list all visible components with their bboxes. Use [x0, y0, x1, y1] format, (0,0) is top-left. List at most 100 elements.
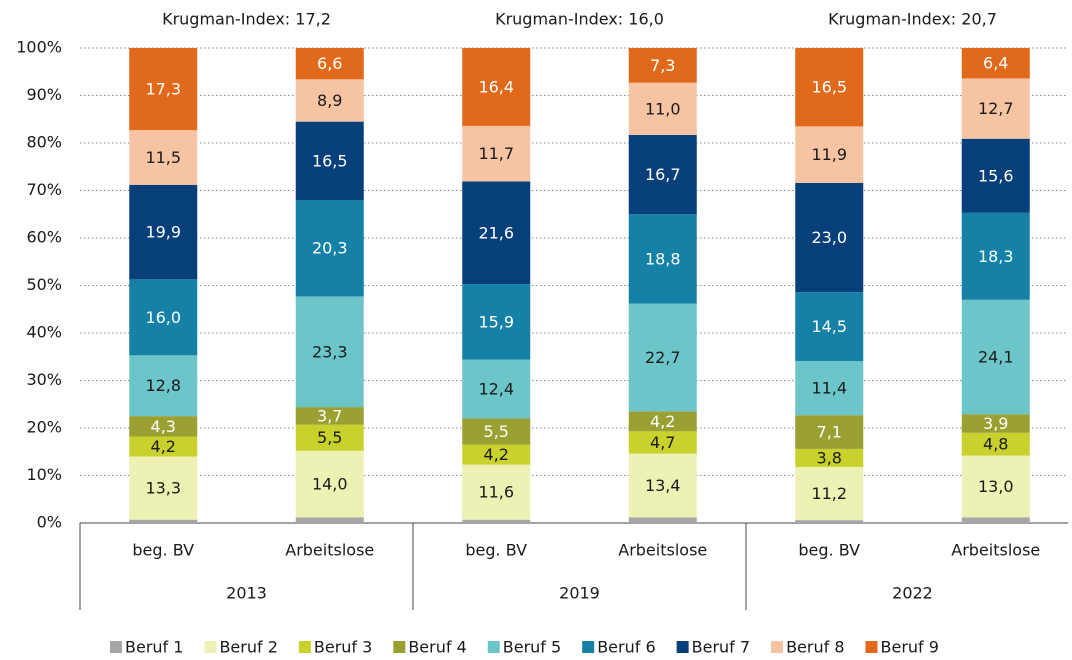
bar-segment: [628, 411, 697, 432]
value-label: 14,5: [811, 317, 847, 336]
bar-segment: [795, 448, 864, 467]
bar-segment: [795, 182, 864, 293]
bar-segment: [129, 279, 198, 356]
y-tick-label: 20%: [26, 418, 62, 437]
bar-segment: [129, 416, 198, 437]
bar-segment: [295, 200, 364, 297]
legend-swatch: [582, 641, 595, 653]
x-tick-label: Arbeitslose: [285, 541, 374, 560]
bar-segment: [961, 414, 1030, 433]
bar-segment: [462, 464, 531, 520]
legend-label: Beruf 2: [219, 638, 277, 657]
legend-label: Beruf 5: [503, 638, 561, 657]
value-label: 11,6: [478, 483, 514, 502]
value-label: 21,6: [478, 223, 514, 242]
bar-segment: [129, 436, 198, 457]
bar-segment: [795, 126, 864, 183]
value-label: 11,7: [478, 144, 514, 163]
value-label: 11,0: [645, 99, 681, 118]
y-tick-label: 10%: [26, 465, 62, 484]
bar-segment: [961, 48, 1030, 79]
bar-segment: [295, 517, 364, 523]
group-label: 2019: [559, 584, 600, 603]
bar-segment: [628, 517, 697, 523]
bar-segment: [295, 79, 364, 122]
legend-swatch: [487, 641, 500, 653]
value-label: 12,7: [978, 99, 1014, 118]
value-label: 23,0: [811, 228, 847, 247]
x-tick-label: beg. BV: [465, 541, 527, 560]
legend-swatch: [771, 641, 784, 653]
x-tick-label: Arbeitslose: [951, 541, 1040, 560]
value-label: 4,2: [484, 445, 509, 464]
value-label: 13,4: [645, 476, 681, 495]
x-tick-label: beg. BV: [132, 541, 194, 560]
value-label: 11,5: [145, 148, 181, 167]
bar-segment: [462, 444, 531, 465]
bar-segment: [961, 517, 1030, 523]
bar-segment: [795, 520, 864, 523]
value-label: 17,3: [145, 80, 181, 99]
bar-segment: [961, 455, 1030, 518]
value-label: 3,8: [817, 448, 842, 467]
value-label: 13,0: [978, 477, 1014, 496]
value-label: 13,3: [145, 479, 181, 498]
legend-label: Beruf 6: [597, 638, 655, 657]
bar-segment: [795, 292, 864, 362]
value-label: 16,7: [645, 165, 681, 184]
x-tick-label: Arbeitslose: [618, 541, 707, 560]
bar-segment: [795, 466, 864, 521]
annotation: Krugman-Index: 20,7: [828, 10, 997, 29]
bar-segment: [295, 407, 364, 425]
bar-segment: [961, 138, 1030, 213]
value-label: 22,7: [645, 348, 681, 367]
bar-segment: [961, 78, 1030, 139]
bar-segment: [795, 361, 864, 416]
bar-segment: [295, 424, 364, 451]
annotation: Krugman-Index: 16,0: [495, 10, 664, 29]
legend-swatch: [298, 641, 311, 653]
value-label: 16,4: [478, 77, 514, 96]
value-label: 4,2: [650, 412, 675, 431]
legend-swatch: [676, 641, 689, 653]
value-label: 11,2: [811, 484, 847, 503]
value-label: 16,0: [145, 308, 181, 327]
bar-segment: [462, 125, 531, 182]
bar-segment: [961, 212, 1030, 300]
value-label: 6,6: [317, 54, 342, 73]
value-label: 16,5: [312, 151, 348, 170]
bar-segment: [628, 303, 697, 412]
y-tick-label: 40%: [26, 323, 62, 342]
bar-segment: [628, 82, 697, 135]
value-label: 12,8: [145, 376, 181, 395]
bar-segment: [628, 134, 697, 215]
bar-segment: [129, 456, 198, 520]
bar-segment: [462, 359, 531, 419]
value-label: 4,7: [650, 433, 675, 452]
bar-segment: [129, 48, 198, 131]
legend-label: Beruf 4: [408, 638, 466, 657]
y-tick-label: 30%: [26, 370, 62, 389]
x-tick-label: beg. BV: [798, 541, 860, 560]
group-label: 2013: [226, 584, 267, 603]
legend-label: Beruf 8: [786, 638, 844, 657]
bar-segment: [462, 48, 531, 126]
value-label: 14,0: [312, 475, 348, 494]
bar-segment: [961, 432, 1030, 456]
y-tick-label: 0%: [37, 513, 62, 532]
legend-swatch: [204, 641, 217, 653]
value-label: 12,4: [478, 380, 514, 399]
value-label: 23,3: [312, 342, 348, 361]
bar-segment: [295, 121, 364, 200]
value-label: 3,7: [317, 406, 342, 425]
bar-segment: [129, 184, 198, 280]
bar-segment: [295, 450, 364, 518]
y-tick-label: 50%: [26, 275, 62, 294]
value-label: 11,4: [811, 379, 847, 398]
bar-segment: [628, 453, 697, 518]
bar-segment: [628, 48, 697, 83]
legend-swatch: [393, 641, 406, 653]
legend-label: Beruf 1: [125, 638, 183, 657]
bar-segment: [628, 214, 697, 304]
